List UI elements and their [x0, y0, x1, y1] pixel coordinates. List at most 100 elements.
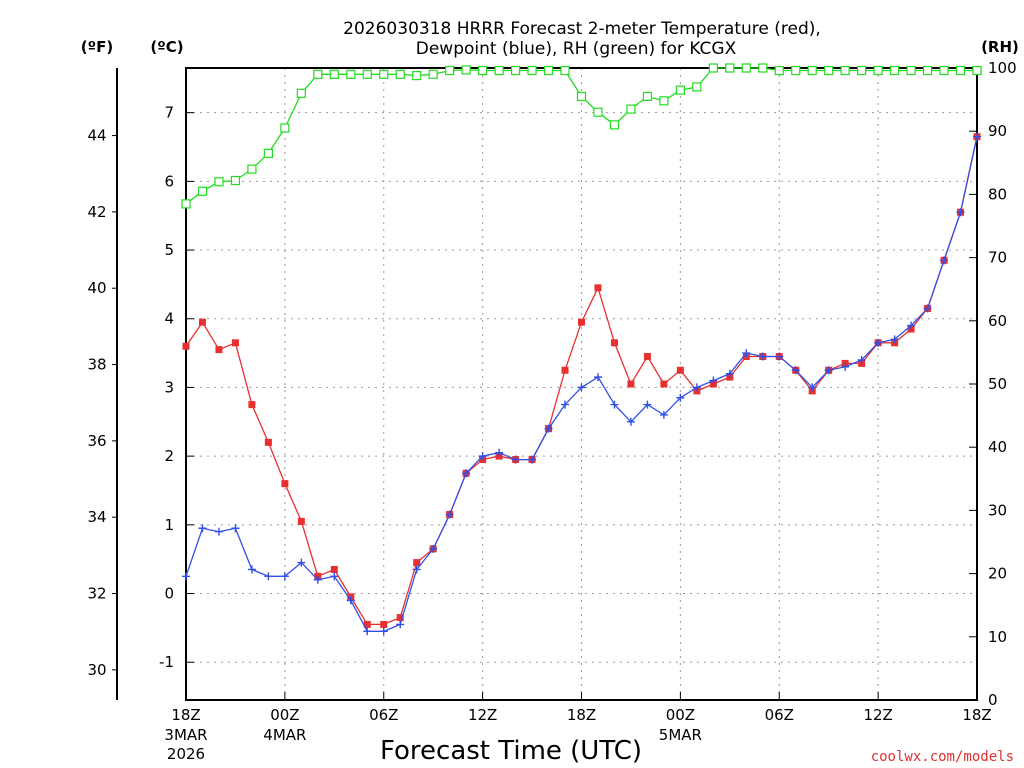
rh-point [461, 65, 471, 75]
dewpoint-point [313, 575, 322, 584]
dewpoint-point [495, 448, 504, 457]
temperature-point [297, 517, 305, 525]
fahrenheit-tick-label: 38 [87, 356, 106, 374]
chart-title-line1: 2026030318 HRRR Forecast 2-meter Tempera… [343, 19, 821, 39]
dewpoint-point [445, 510, 454, 519]
temperature-point [413, 559, 421, 567]
dewpoint-point [841, 362, 850, 371]
rh-point [412, 70, 422, 81]
temperature-point [281, 480, 289, 488]
dewpoint-point [544, 424, 553, 433]
celsius-tick-label: 5 [164, 241, 174, 259]
dewpoint-point [643, 400, 652, 409]
x-axis-label: Forecast Time (UTC) [380, 736, 642, 766]
rh-point [675, 85, 685, 95]
rh-point [329, 69, 339, 79]
rh-tick-label: 30 [988, 501, 1007, 519]
rh-point [873, 65, 883, 76]
fahrenheit-tick-label: 36 [87, 432, 106, 450]
temperature-point [215, 346, 223, 354]
rh-point [593, 107, 603, 117]
dewpoint-point [956, 208, 965, 217]
rh-point [972, 65, 982, 76]
dewpoint-point [363, 627, 372, 636]
temperature-point [578, 318, 585, 326]
rh-point [478, 65, 488, 76]
dewpoint-point [429, 544, 438, 553]
celsius-tick-label: 1 [164, 516, 174, 534]
temperature-point [643, 353, 651, 361]
dewpoint-point [297, 558, 306, 567]
dewpoint-point [742, 349, 751, 358]
dewpoint-point [577, 383, 586, 392]
rh-point [922, 65, 933, 76]
dewpoint-point [330, 572, 339, 581]
dewpoint-point [247, 565, 256, 574]
dewpoint-point [346, 596, 355, 605]
x-tick-label: 18Z [171, 706, 200, 724]
dewpoint-point [280, 572, 289, 581]
fahrenheit-tick-label: 30 [87, 661, 106, 679]
x-tick-label: 18Z [567, 706, 596, 724]
rh-point [741, 63, 751, 73]
temperature-point [627, 380, 635, 388]
rh-unit-label: (RH) [981, 38, 1019, 56]
rh-tick-label: 50 [988, 375, 1007, 393]
dewpoint-point [478, 452, 487, 461]
x-tick-label: 12Z [468, 706, 497, 724]
rh-point [214, 177, 224, 187]
dewpoint-point [511, 455, 520, 464]
rh-point [181, 199, 191, 209]
dewpoint-point [231, 524, 240, 533]
dewpoint-point [973, 132, 981, 141]
dewpoint-point [528, 455, 537, 464]
temperature-point [676, 366, 684, 374]
rh-tick-label: 10 [988, 628, 1007, 646]
rh-tick-label: 60 [988, 312, 1007, 330]
dewpoint-point [676, 393, 685, 402]
rh-point [494, 65, 504, 76]
dewpoint-point [923, 304, 932, 313]
rh-point [296, 88, 306, 98]
x-tick-label: 00Z [270, 706, 299, 724]
dewpoint-point [709, 376, 718, 385]
rh-point [280, 123, 290, 133]
fahrenheit-tick-label: 40 [87, 279, 106, 297]
x-tick-date: 5MAR [659, 726, 702, 744]
x-tick-year: 2026 [167, 745, 205, 763]
temperature-point [248, 401, 256, 409]
rh-point [346, 69, 356, 79]
rh-tick-label: 80 [988, 185, 1007, 203]
dewpoint-point [808, 383, 817, 392]
dewpoint-point [214, 527, 223, 536]
dewpoint-point [198, 524, 207, 533]
rh-tick-label: 90 [988, 122, 1007, 140]
dewpoint-point [182, 572, 190, 581]
chart-title-line2: Dewpoint (blue), RH (green) for KCGX [416, 39, 737, 59]
rh-point [659, 96, 669, 106]
rh-point [428, 69, 438, 79]
credit-text: coolwx.com/models [871, 749, 1014, 765]
rh-tick-label: 70 [988, 249, 1007, 267]
dewpoint-point [396, 620, 405, 629]
fahrenheit-tick-label: 44 [87, 127, 106, 145]
dewpoint-point [610, 400, 619, 409]
fahrenheit-tick-label: 34 [87, 508, 106, 526]
dewpoint-point [758, 352, 767, 361]
dewpoint-point [626, 417, 635, 426]
rh-point [313, 69, 323, 79]
dewpoint-point [874, 338, 883, 347]
x-tick-date: 4MAR [263, 726, 306, 744]
celsius-tick-label: 6 [164, 172, 174, 190]
celsius-tick-label: -1 [159, 653, 174, 671]
rh-point [609, 120, 620, 130]
temperature-point [330, 565, 338, 573]
dewpoint-point [379, 627, 388, 636]
temperature-point [182, 342, 190, 350]
celsius-unit-label: (ºC) [150, 38, 183, 56]
temperature-point [660, 380, 668, 388]
rh-point [527, 65, 537, 76]
rh-point [560, 65, 570, 76]
dewpoint-point [593, 373, 602, 382]
